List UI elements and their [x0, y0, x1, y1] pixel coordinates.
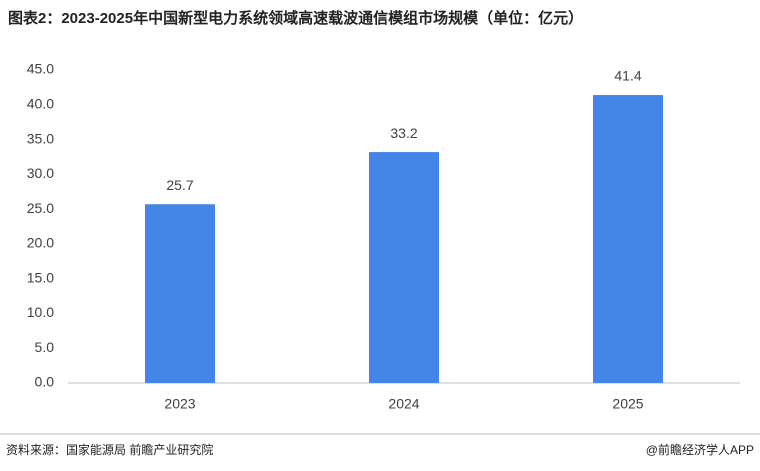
y-tick-label: 45.0	[27, 61, 54, 77]
x-tick-label: 2024	[388, 396, 419, 412]
y-tick-label: 5.0	[35, 339, 55, 355]
bar	[145, 204, 215, 383]
data-label: 33.2	[390, 125, 417, 141]
chart-title: 图表2：2023-2025年中国新型电力系统领域高速载波通信模组市场规模（单位：…	[8, 9, 583, 27]
x-tick-label: 2023	[164, 396, 195, 412]
y-tick-label: 25.0	[27, 200, 54, 216]
credit: @前瞻经济学人APP	[646, 442, 754, 457]
y-tick-label: 20.0	[27, 235, 54, 251]
bar	[369, 152, 439, 383]
data-label: 41.4	[614, 68, 641, 84]
y-tick-label: 35.0	[27, 130, 54, 146]
y-tick-label: 0.0	[35, 374, 55, 390]
x-tick-label: 2025	[612, 396, 643, 412]
data-label: 25.7	[166, 177, 193, 193]
source-note: 资料来源：国家能源局 前瞻产业研究院	[6, 442, 213, 457]
y-tick-label: 30.0	[27, 165, 54, 181]
y-tick-label: 40.0	[27, 95, 54, 111]
y-tick-label: 15.0	[27, 269, 54, 285]
bar	[593, 95, 663, 383]
y-tick-label: 10.0	[27, 304, 54, 320]
